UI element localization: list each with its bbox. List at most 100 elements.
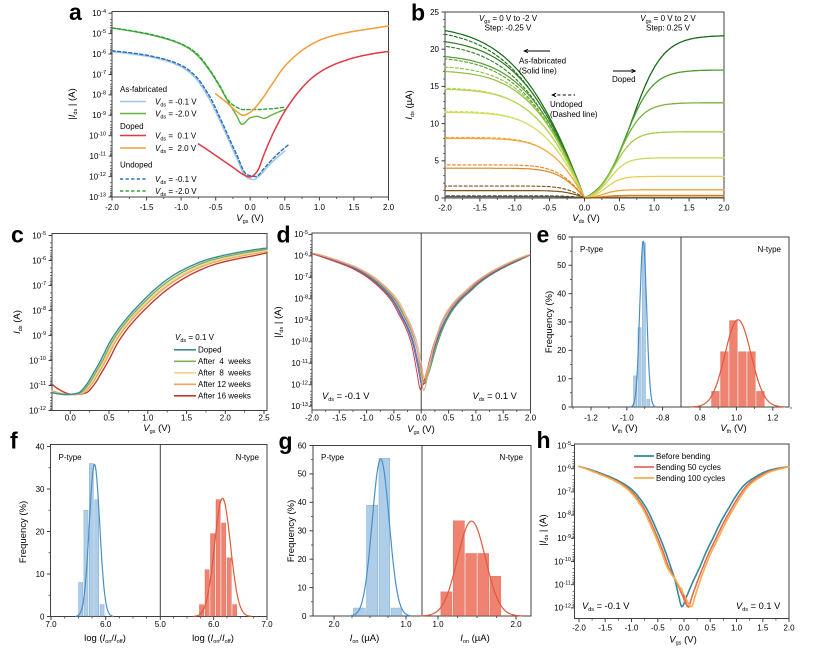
svg-text:-0.5: -0.5 <box>387 414 401 423</box>
svg-text:1.5: 1.5 <box>348 203 360 212</box>
svg-text:1.0: 1.0 <box>400 620 412 629</box>
svg-text:Vgs = 0 V to -2 V: Vgs = 0 V to -2 V <box>479 14 538 25</box>
svg-text:Doped: Doped <box>198 346 222 355</box>
svg-text:Step: 0.25 V: Step: 0.25 V <box>646 24 691 33</box>
svg-text:0.0: 0.0 <box>245 203 257 212</box>
svg-text:0: 0 <box>40 612 45 621</box>
svg-text:10-12: 10-12 <box>29 406 46 415</box>
svg-text:a: a <box>69 0 82 25</box>
svg-text:-1.2: -1.2 <box>584 414 598 423</box>
svg-text:(Solid line): (Solid line) <box>519 67 557 76</box>
svg-text:2.0: 2.0 <box>510 620 522 629</box>
svg-text:2.0: 2.0 <box>783 624 795 633</box>
svg-text:10-10: 10-10 <box>291 337 308 346</box>
svg-text:5: 5 <box>435 157 440 166</box>
svg-text:0: 0 <box>562 403 567 412</box>
svg-text:20: 20 <box>557 346 566 355</box>
svg-text:Vgs (V): Vgs (V) <box>143 423 170 435</box>
svg-text:Bending 50 cycles: Bending 50 cycles <box>656 463 721 472</box>
svg-text:10-4: 10-4 <box>92 9 106 18</box>
svg-text:2.0: 2.0 <box>383 203 395 212</box>
svg-text:e: e <box>537 221 550 247</box>
svg-text:After 8 weeks: After 8 weeks <box>198 369 251 378</box>
svg-text:Frequency (%): Frequency (%) <box>286 500 297 562</box>
svg-text:1.0: 1.0 <box>470 414 482 423</box>
svg-text:60: 60 <box>298 441 307 450</box>
svg-text:1.0: 1.0 <box>649 204 661 213</box>
svg-text:g: g <box>279 428 293 454</box>
svg-text:Vds = -0.1 V: Vds = -0.1 V <box>155 175 197 186</box>
svg-text:0.0: 0.0 <box>579 204 591 213</box>
svg-text:7.0: 7.0 <box>45 620 57 629</box>
svg-text:0.5: 0.5 <box>279 203 291 212</box>
svg-text:0.8: 0.8 <box>694 414 706 423</box>
svg-text:N-type: N-type <box>499 453 523 462</box>
svg-text:Vds (V): Vds (V) <box>572 213 599 225</box>
svg-text:After 16 weeks: After 16 weeks <box>198 392 251 401</box>
svg-text:10-6: 10-6 <box>557 464 571 473</box>
svg-text:10-7: 10-7 <box>92 70 106 79</box>
svg-text:-1.0: -1.0 <box>620 414 634 423</box>
svg-text:-1.0: -1.0 <box>174 203 188 212</box>
svg-text:1.0: 1.0 <box>142 414 154 423</box>
svg-text:-1.5: -1.5 <box>598 624 612 633</box>
svg-text:10-10: 10-10 <box>29 356 46 365</box>
svg-text:10-7: 10-7 <box>32 281 46 290</box>
svg-text:Vds = -0.1 V: Vds = -0.1 V <box>155 98 197 109</box>
svg-text:Vgs = 0 V to 2 V: Vgs = 0 V to 2 V <box>640 14 696 25</box>
svg-text:20: 20 <box>36 527 45 536</box>
svg-text:10-13: 10-13 <box>291 402 308 411</box>
svg-text:10: 10 <box>430 119 439 128</box>
svg-text:10-6: 10-6 <box>92 50 106 59</box>
svg-text:5.0: 5.0 <box>155 620 167 629</box>
svg-text:40: 40 <box>298 498 307 507</box>
svg-text:50: 50 <box>298 470 307 479</box>
svg-text:10: 10 <box>557 375 566 384</box>
svg-text:P-type: P-type <box>321 453 345 462</box>
svg-text:Vth (V): Vth (V) <box>720 423 746 435</box>
svg-text:20: 20 <box>298 555 307 564</box>
svg-text:6.0: 6.0 <box>100 620 112 629</box>
svg-text:10-11: 10-11 <box>555 580 571 589</box>
svg-text:Vgs (V): Vgs (V) <box>407 424 434 436</box>
svg-text:Doped: Doped <box>120 122 144 131</box>
svg-text:-0.5: -0.5 <box>209 203 223 212</box>
svg-text:10-5: 10-5 <box>294 230 308 239</box>
svg-text:1.5: 1.5 <box>181 414 193 423</box>
svg-text:Ids (A): Ids (A) <box>12 310 24 334</box>
svg-text:2.0: 2.0 <box>220 414 232 423</box>
svg-text:1.0: 1.0 <box>314 203 326 212</box>
svg-text:25: 25 <box>430 8 439 17</box>
svg-text:1.0: 1.0 <box>432 620 444 629</box>
svg-text:30: 30 <box>36 485 45 494</box>
svg-text:0.5: 0.5 <box>103 414 115 423</box>
svg-text:Frequency (%): Frequency (%) <box>544 291 555 353</box>
svg-text:-1.0: -1.0 <box>360 414 374 423</box>
svg-text:20: 20 <box>430 45 439 54</box>
svg-text:N-type: N-type <box>235 453 259 462</box>
svg-text:P-type: P-type <box>580 245 604 254</box>
svg-text:0.0: 0.0 <box>678 624 690 633</box>
svg-text:10-10: 10-10 <box>554 557 571 566</box>
svg-text:N-type: N-type <box>757 245 781 254</box>
svg-text:Vds = -0.1 V: Vds = -0.1 V <box>322 391 370 403</box>
svg-text:Vds = 0.1 V: Vds = 0.1 V <box>736 601 781 613</box>
svg-text:1.0: 1.0 <box>731 624 743 633</box>
svg-text:Step: -0.25 V: Step: -0.25 V <box>485 24 532 33</box>
svg-text:2.5: 2.5 <box>258 414 270 423</box>
svg-text:10-9: 10-9 <box>557 534 571 543</box>
svg-text:40: 40 <box>557 290 566 299</box>
svg-text:7.0: 7.0 <box>261 620 273 629</box>
svg-text:0.0: 0.0 <box>65 414 77 423</box>
svg-text:Vds = 0.1 V: Vds = 0.1 V <box>175 333 215 344</box>
svg-text:40: 40 <box>36 442 45 451</box>
svg-text:-2.0: -2.0 <box>572 624 586 633</box>
svg-text:1.5: 1.5 <box>684 204 696 213</box>
svg-text:10-11: 10-11 <box>30 381 46 390</box>
svg-text:10-11: 10-11 <box>90 152 106 161</box>
svg-text:1.5: 1.5 <box>498 414 510 423</box>
svg-text:0: 0 <box>435 194 440 203</box>
svg-text:As-fabricated: As-fabricated <box>519 57 566 66</box>
svg-text:10-9: 10-9 <box>92 111 106 120</box>
svg-text:|Ids | (A): |Ids | (A) <box>538 514 550 545</box>
